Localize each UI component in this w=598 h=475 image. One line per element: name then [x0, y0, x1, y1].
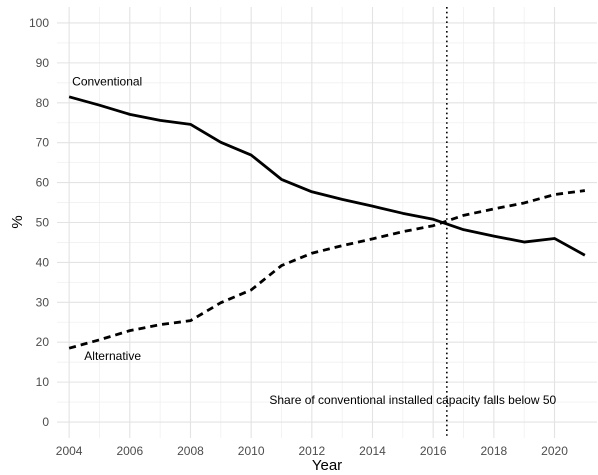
x-tick-label: 2008 — [177, 444, 204, 458]
x-tick-label: 2012 — [298, 444, 325, 458]
x-axis-ticks: 2004 2006 2008 2010 2012 2014 2016 2018 2020 — [56, 444, 568, 458]
y-tick-label: 100 — [29, 16, 49, 30]
y-tick-label: 20 — [36, 335, 50, 349]
y-tick-label: 70 — [36, 136, 50, 150]
alternative-label: Alternative — [84, 349, 141, 363]
x-tick-label: 2018 — [481, 444, 508, 458]
y-tick-label: 90 — [36, 56, 50, 70]
y-axis-title: % — [9, 215, 26, 228]
x-tick-label: 2014 — [359, 444, 386, 458]
y-tick-label: 80 — [36, 96, 50, 110]
x-tick-label: 2010 — [238, 444, 265, 458]
x-tick-label: 2016 — [420, 444, 447, 458]
conventional-label: Conventional — [72, 75, 142, 89]
y-axis-ticks: 0 10 20 30 40 50 60 70 80 90 100 — [29, 16, 49, 429]
y-tick-label: 30 — [36, 295, 50, 309]
major-gridlines — [57, 7, 597, 438]
y-tick-label: 10 — [36, 375, 50, 389]
annotation-layer: Conventional Alternative Share of conventi… — [72, 75, 556, 407]
series-line-alternative — [68, 189, 586, 350]
minor-gridlines — [57, 7, 597, 438]
x-tick-label: 2006 — [116, 444, 143, 458]
x-axis-title: Year — [312, 457, 342, 474]
y-tick-label: 50 — [36, 216, 50, 230]
y-tick-label: 0 — [42, 415, 49, 429]
series-line-conventional — [68, 95, 586, 257]
series-layer — [68, 95, 586, 350]
threshold-annotation: Share of conventional installed capacity… — [269, 393, 556, 407]
y-tick-label: 60 — [36, 176, 50, 190]
x-tick-label: 2004 — [56, 444, 83, 458]
x-tick-label: 2020 — [541, 444, 568, 458]
y-tick-label: 40 — [36, 255, 50, 269]
